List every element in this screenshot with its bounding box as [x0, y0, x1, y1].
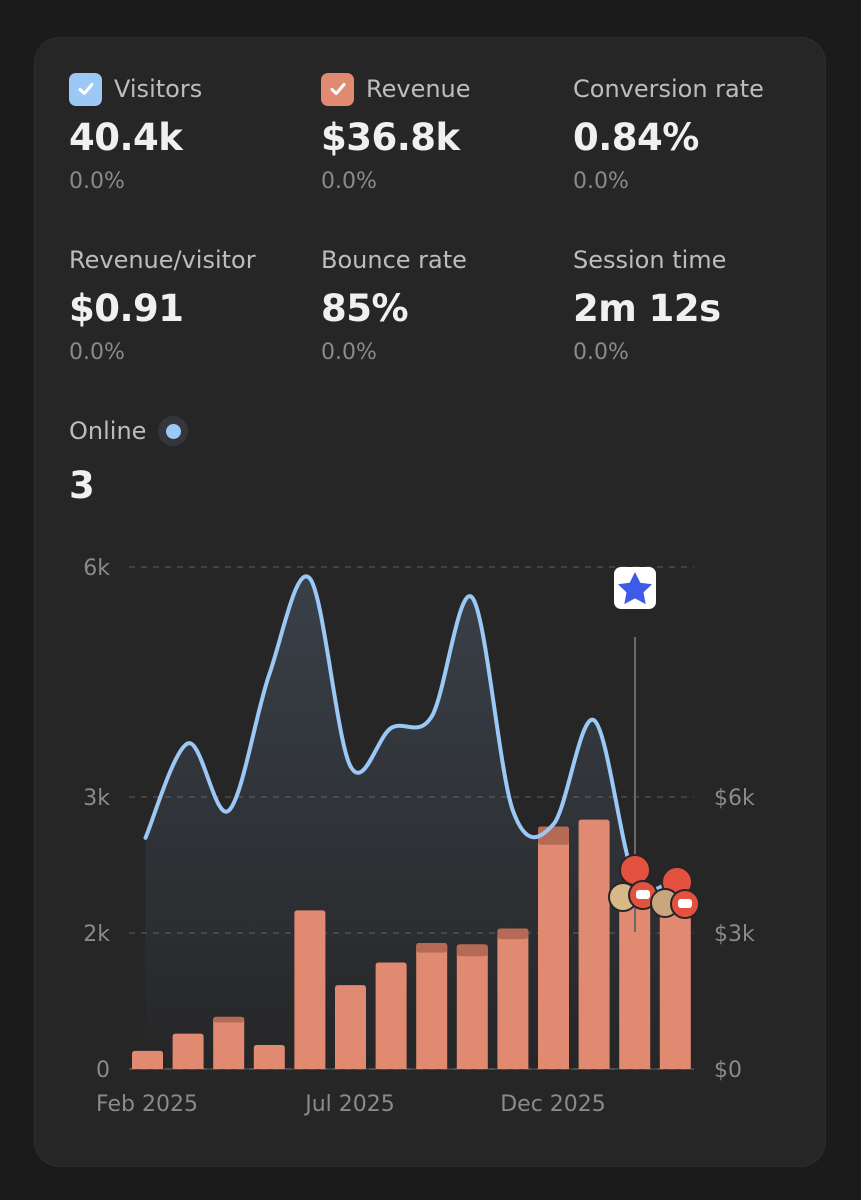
revenue-bar[interactable]: [659, 908, 691, 1069]
conversion-label: Conversion rate: [573, 75, 764, 103]
revenue-value: $36.8k: [321, 116, 460, 159]
metric-visitors[interactable]: Visitors 40.4k 0.0%: [69, 72, 309, 194]
metric-bounce-rate[interactable]: Bounce rate 85% 0.0%: [321, 243, 561, 365]
revenue-bar-segment: [456, 944, 488, 957]
revenue-bar[interactable]: [497, 928, 529, 1069]
star-icon: [618, 572, 652, 605]
online-label: Online: [69, 417, 147, 445]
metric-session-time[interactable]: Session time 2m 12s 0.0%: [573, 243, 813, 365]
rev-per-visitor-change: 0.0%: [69, 340, 125, 365]
revenue-bar[interactable]: [578, 819, 610, 1069]
revenue-bar[interactable]: [172, 1033, 204, 1069]
metric-revenue[interactable]: Revenue $36.8k 0.0%: [321, 72, 561, 194]
rev-per-visitor-label: Revenue/visitor: [69, 246, 256, 274]
session-value: 2m 12s: [573, 287, 721, 330]
x-tick-label: Jul 2025: [303, 1092, 395, 1117]
bounce-label: Bounce rate: [321, 246, 467, 274]
revenue-bar[interactable]: [335, 985, 366, 1069]
online-indicator-icon: [158, 416, 189, 446]
revenue-bar[interactable]: [294, 910, 326, 1069]
rev-per-visitor-value: $0.91: [69, 287, 184, 330]
visitors-checkbox[interactable]: [69, 72, 102, 106]
y-left-tick-label: 6k: [83, 556, 110, 581]
x-tick-label: Feb 2025: [96, 1092, 198, 1117]
visitors-value: 40.4k: [69, 116, 183, 159]
y-left-tick-label: 2k: [83, 922, 110, 947]
visitors-revenue-chart[interactable]: 0 2k 3k 6k $0 $3k $6k Feb 2025 Jul 2025 Dec 2025: [34, 537, 826, 1137]
revenue-bar[interactable]: [375, 962, 407, 1069]
y-right-tick-label: $6k: [714, 786, 755, 811]
revenue-bar[interactable]: [213, 1016, 245, 1069]
metric-online: Online 3: [69, 414, 309, 507]
revenue-bar[interactable]: [416, 942, 448, 1069]
metric-conversion-rate[interactable]: Conversion rate 0.84% 0.0%: [573, 72, 813, 194]
revenue-bar-segment: [497, 928, 529, 940]
analytics-card: Visitors 40.4k 0.0% Revenue $36.8k 0.0% …: [34, 37, 826, 1167]
y-right-tick-label: $0: [714, 1058, 742, 1083]
check-icon: [78, 83, 93, 95]
y-right-tick-label: $3k: [714, 922, 755, 947]
bounce-change: 0.0%: [321, 340, 377, 365]
revenue-bar[interactable]: [132, 1050, 163, 1069]
y-left-tick-label: 3k: [83, 786, 110, 811]
session-change: 0.0%: [573, 340, 629, 365]
online-value: 3: [69, 464, 95, 507]
revenue-change: 0.0%: [321, 169, 377, 194]
y-left-tick-label: 0: [96, 1058, 110, 1083]
conversion-change: 0.0%: [573, 169, 629, 194]
revenue-bar-segment: [213, 1016, 245, 1023]
visitors-label: Visitors: [114, 75, 203, 103]
revenue-label: Revenue: [366, 75, 471, 103]
visitors-line[interactable]: [143, 574, 678, 893]
metric-revenue-per-visitor[interactable]: Revenue/visitor $0.91 0.0%: [69, 243, 309, 365]
revenue-bar[interactable]: [538, 826, 569, 1069]
revenue-checkbox[interactable]: [321, 72, 354, 106]
check-icon: [330, 83, 345, 95]
x-tick-label: Dec 2025: [500, 1092, 606, 1117]
revenue-bar[interactable]: [253, 1044, 285, 1069]
customer-avatars[interactable]: [608, 854, 700, 919]
revenue-bar[interactable]: [619, 892, 651, 1069]
revenue-bar-segment: [416, 942, 448, 953]
bounce-value: 85%: [321, 287, 409, 330]
session-label: Session time: [573, 246, 727, 274]
revenue-bar[interactable]: [456, 944, 488, 1069]
visitors-change: 0.0%: [69, 169, 125, 194]
conversion-value: 0.84%: [573, 116, 699, 159]
